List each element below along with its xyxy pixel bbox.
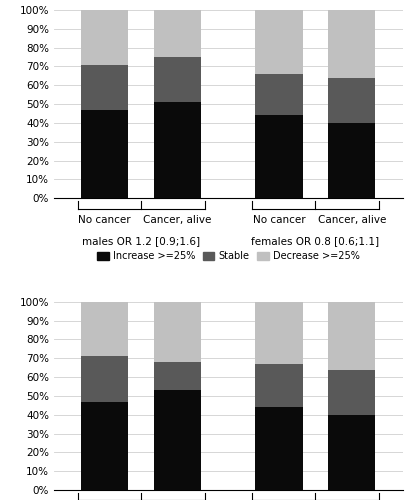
Legend: Increase >=25%, Stable, Decrease >=25%: Increase >=25%, Stable, Decrease >=25% [93,247,364,265]
Bar [256,407,303,490]
Bar [154,390,201,490]
Text: males OR 1.2 [0.9;1.6]: males OR 1.2 [0.9;1.6] [82,236,200,246]
Bar [81,64,128,110]
Bar [154,10,201,57]
Bar [328,78,375,123]
Bar [256,116,303,198]
Bar [256,302,303,364]
Bar [154,302,201,362]
Text: Cancer, alive: Cancer, alive [317,215,386,225]
Bar [328,123,375,198]
Bar [328,302,375,370]
Bar [81,10,128,64]
Bar [81,302,128,356]
Bar [328,414,375,490]
Bar [328,10,375,78]
Bar [256,364,303,407]
Bar [256,74,303,116]
Bar [154,362,201,390]
Text: females OR 0.8 [0.6;1.1]: females OR 0.8 [0.6;1.1] [251,236,379,246]
Text: Cancer, alive: Cancer, alive [143,215,212,225]
Bar [81,356,128,402]
Bar [81,402,128,490]
Bar [154,57,201,102]
Text: No cancer: No cancer [78,215,131,225]
Bar [81,110,128,198]
Bar [328,370,375,414]
Bar [154,102,201,198]
Bar [256,10,303,74]
Text: No cancer: No cancer [253,215,305,225]
